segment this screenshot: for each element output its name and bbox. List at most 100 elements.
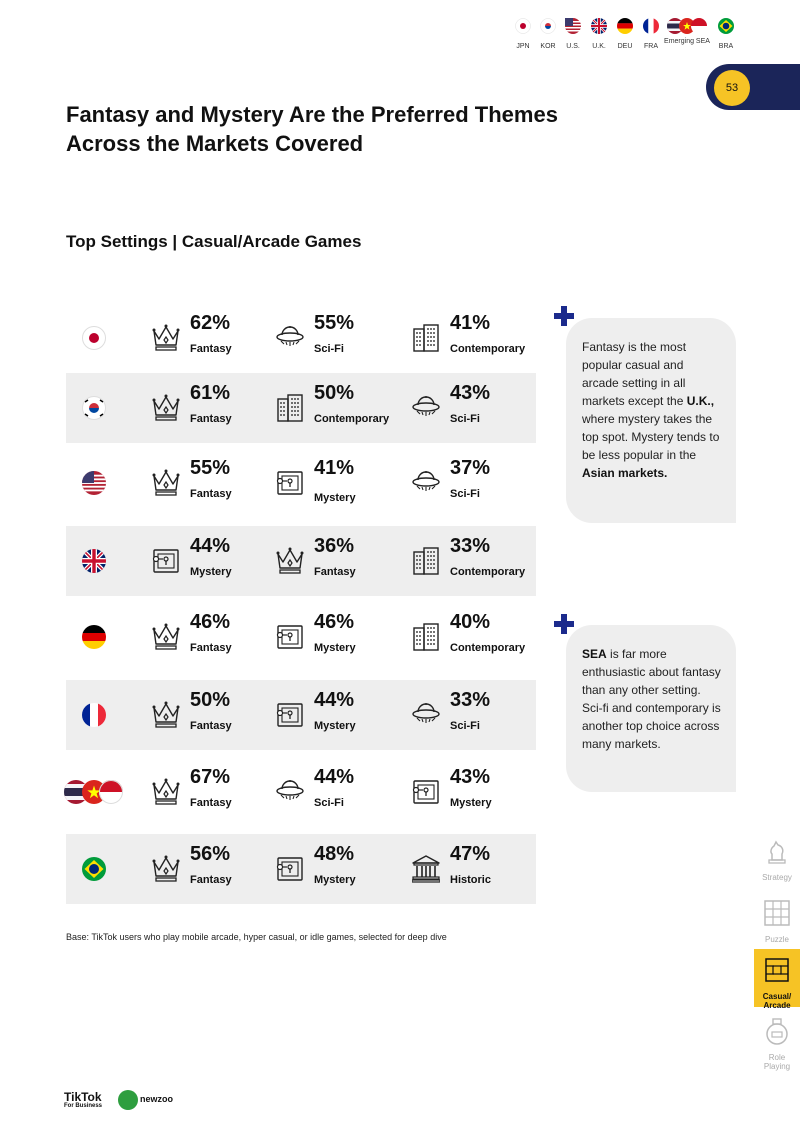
nav-flag-label: U.S. [566,43,580,50]
crown-icon [152,622,180,650]
callout-bold: SEA [582,647,607,661]
page-number: 53 [714,70,750,106]
plus-icon [554,306,574,326]
newzoo-logo: newzoo [118,1090,188,1112]
side-nav-label: Casual/ Arcade [762,992,792,1010]
flag-cell [82,326,106,350]
setting-label: Sci-Fi [450,720,480,732]
setting-percent: 50% [190,689,231,711]
setting-label: Mystery [450,797,492,809]
ufo-icon [412,470,440,492]
chess-knight-icon [768,840,786,864]
usa-flag-icon [565,18,581,34]
setting-percent: 43% [450,382,491,404]
setting-label: Fantasy [190,413,232,425]
side-nav-role-playing[interactable]: Role Playing [754,1010,800,1071]
building-icon [413,324,439,352]
nav-flag-label: FRA [644,43,658,50]
setting-percent: 41% [314,457,355,479]
newzoo-mark-icon [118,1090,138,1110]
puzzle-grid-icon [764,900,790,926]
nav-flag-label: DEU [617,43,633,50]
flag-cell [64,780,124,804]
setting-percent: 44% [314,689,355,711]
ufo-icon [412,702,440,724]
germany-flag-icon [617,18,633,34]
setting-label: Sci-Fi [450,488,480,500]
setting-label: Sci-Fi [314,797,344,809]
setting-label: Mystery [314,720,356,732]
table-row-kor: 61% Fantasy 50% Contemporary 43% Sci-Fi [66,373,536,443]
flag-cell [82,471,106,495]
setting-percent: 56% [190,843,231,865]
setting-label: Fantasy [190,488,232,500]
newzoo-wordmark: newzoo [140,1094,173,1104]
japan-flag-icon [515,18,531,34]
table-row-fra: 50% Fantasy 44% Mystery 33% Sci-Fi [66,680,536,750]
sea-flags-icon [667,18,707,34]
callout-text: is far more enthusiastic about fantasy t… [582,647,721,751]
setting-percent: 33% [450,689,491,711]
market-flag-nav: JPN KOR U.S. U.K. DEU FRA Emerging SEA B… [508,18,740,50]
table-row-jpn: 62% Fantasy 55% Sci-Fi 41% Contemporary [66,303,536,373]
side-nav-label: Puzzle [764,935,789,944]
setting-label: Mystery [314,874,356,886]
setting-percent: 46% [190,611,231,633]
flag-cell [82,703,106,727]
building-icon [413,623,439,651]
nav-flag-label: U.K. [592,43,606,50]
nav-flag-sea[interactable]: Emerging SEA [662,18,712,45]
table-row-sea: 67% Fantasy 44% Sci-Fi 43% Mystery [64,757,536,827]
safe-key-icon [412,780,439,804]
museum-icon [412,855,440,883]
setting-label: Contemporary [450,566,526,578]
nav-flag-label: KOR [540,43,556,50]
crown-icon [152,700,180,728]
ufo-icon [276,779,304,801]
setting-label: Mystery [314,642,356,654]
setting-percent: 33% [450,535,491,557]
setting-label: Mystery [314,492,356,504]
crown-icon [152,393,180,421]
setting-label: Fantasy [190,797,232,809]
nav-flag-us[interactable]: U.S. [553,18,593,50]
table-row-us: 55% Fantasy 41% Mystery 37% Sci-Fi [66,448,536,518]
nav-flag-deu[interactable]: DEU [605,18,645,50]
side-nav-casual-arcade[interactable]: Casual/ Arcade [754,949,800,1010]
setting-percent: 44% [190,535,231,557]
safe-key-icon [276,857,303,881]
page-title-line-1: Fantasy and Mystery Are the Preferred Th… [66,102,558,127]
crown-icon [152,323,180,351]
ufo-icon [276,325,304,347]
flag-cell [82,396,106,420]
setting-percent: 44% [314,766,355,788]
table-row-uk: 44% Mystery 36% Fantasy 33% Contemporary [66,526,536,596]
setting-label: Fantasy [190,874,232,886]
nav-flag-jpn[interactable]: JPN [503,18,543,50]
flag-cell [82,625,106,649]
crown-icon [152,777,180,805]
setting-percent: 55% [190,457,231,479]
side-nav-label: Strategy [762,873,792,882]
nav-flag-fra[interactable]: FRA [631,18,671,50]
setting-percent: 43% [450,766,491,788]
setting-label: Historic [450,874,491,886]
nav-flag-kor[interactable]: KOR [528,18,568,50]
uk-flag-icon [82,549,106,573]
safe-key-icon [276,703,303,727]
setting-label: Contemporary [450,343,526,355]
setting-percent: 40% [450,611,491,633]
side-nav-puzzle[interactable]: Puzzle [754,892,800,948]
flag-cell [82,549,106,573]
table-row-bra: 56% Fantasy 48% Mystery 47% Historic [66,834,536,904]
plus-icon [554,614,574,634]
japan-flag-icon [82,326,106,350]
setting-percent: 55% [314,312,355,334]
ufo-icon [412,395,440,417]
nav-flag-bra[interactable]: BRA [706,18,746,50]
side-nav-strategy[interactable]: Strategy [754,830,800,886]
setting-label: Sci-Fi [450,413,480,425]
arcade-grid-icon [765,958,789,982]
nav-flag-uk[interactable]: U.K. [579,18,619,50]
setting-percent: 47% [450,843,491,865]
